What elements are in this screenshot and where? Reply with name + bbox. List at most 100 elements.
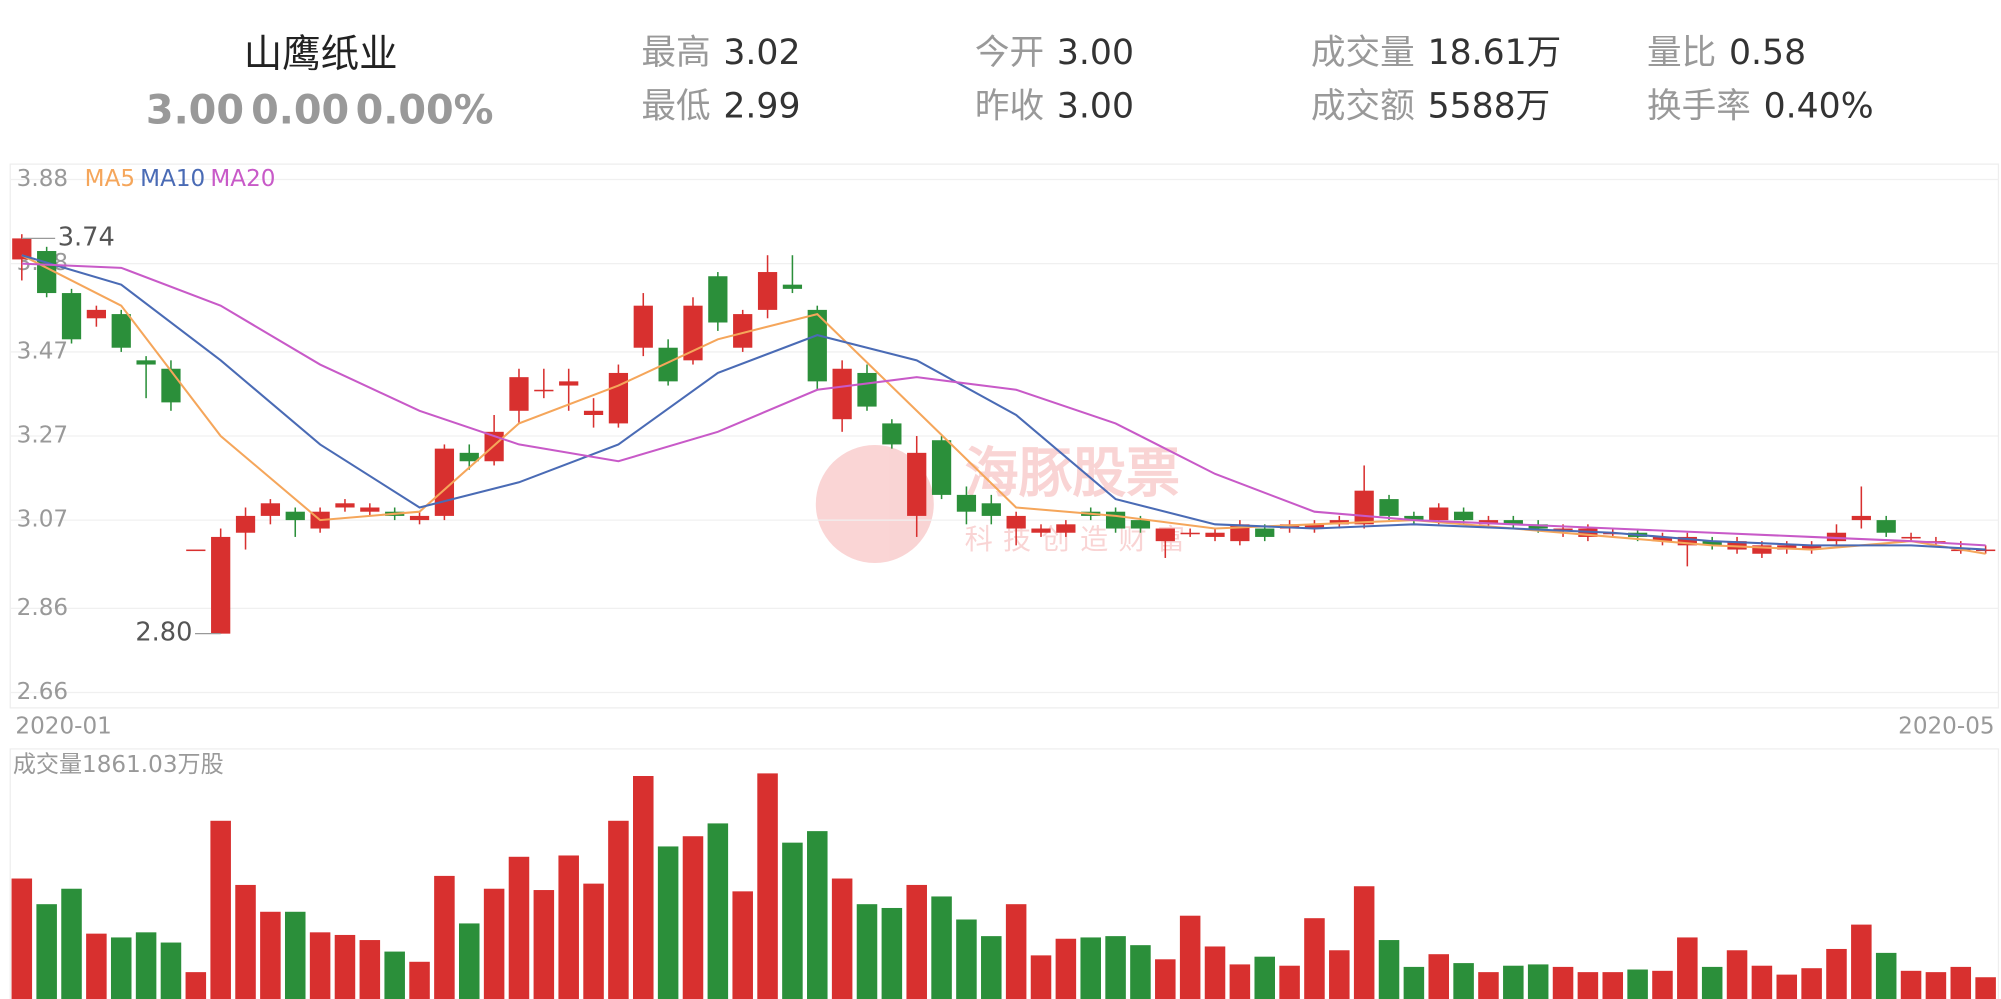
volume-bar (682, 836, 704, 999)
candle-body (61, 293, 82, 340)
volume-bar (61, 888, 82, 999)
volume-bar (359, 940, 381, 999)
volume-bar (1652, 970, 1673, 999)
candle-body (459, 452, 479, 462)
ma-line (21, 254, 1986, 555)
candle-body (956, 494, 977, 512)
candle-body (1379, 499, 1399, 516)
candle-body (1752, 545, 1772, 554)
volume-bar (1925, 972, 1947, 999)
candle-body (1304, 524, 1325, 529)
volume-bar (1503, 965, 1524, 999)
candle-body (1677, 536, 1697, 546)
volume-bar (1577, 972, 1599, 999)
candle-body (907, 452, 927, 516)
candle-body (509, 377, 529, 411)
volume-bar (1204, 946, 1226, 999)
volume-bar (906, 884, 927, 999)
volume-bar (1851, 924, 1872, 999)
candle-body (583, 410, 604, 415)
volume-bar (931, 896, 952, 999)
volume-bar (508, 856, 530, 999)
annotation-label: 3.74 (58, 222, 115, 252)
stat-label: 最高 (641, 33, 710, 73)
volume-bar (409, 961, 430, 999)
volume-bar (458, 923, 480, 999)
volume-bar (1254, 956, 1275, 999)
volume-bar (831, 878, 853, 999)
volume-bar (1602, 972, 1624, 999)
y-tick-label: 3.88 (17, 166, 68, 192)
stat-label: 量比 (1647, 33, 1716, 73)
candle-body (111, 314, 131, 348)
x-tick-label: 2020-05 (1898, 714, 1994, 740)
candle-body (1652, 536, 1673, 542)
candle-body (608, 372, 629, 424)
candle-body (1478, 520, 1499, 525)
volume-bar (1527, 964, 1549, 999)
y-tick-label: 2.66 (17, 679, 68, 705)
volume-bar (260, 911, 281, 999)
stat-label: 成交量 (1311, 33, 1415, 73)
candle-body (1130, 520, 1151, 529)
candle-body (534, 389, 554, 392)
volume-bar (981, 936, 1002, 999)
candle-body (1702, 541, 1722, 546)
stat-value: 0.58 (1729, 33, 1806, 73)
stat-value: 3.02 (723, 33, 800, 73)
volume-bar (1478, 972, 1499, 999)
volume-bar (1378, 940, 1400, 999)
candle-body (1503, 520, 1523, 525)
legend-entry: MA20 (210, 166, 275, 192)
candle-body (409, 515, 430, 521)
volume-bar (1030, 955, 1052, 999)
stat-label: 今开 (975, 33, 1044, 73)
candle-body (658, 347, 678, 382)
candle-body (335, 503, 355, 508)
x-tick-label: 2020-01 (15, 714, 111, 740)
volume-bar (1329, 950, 1350, 999)
volume-bar (807, 831, 828, 999)
volume-bar (334, 934, 356, 999)
candle-body (782, 284, 803, 289)
candle-body (161, 368, 181, 403)
volume-bar (384, 951, 405, 999)
volume-bar (1229, 964, 1251, 999)
candle-body (260, 503, 281, 516)
candle-body (807, 309, 827, 382)
volume-bar (135, 932, 157, 999)
volume-bar (210, 820, 231, 999)
volume-bar (1900, 970, 1922, 999)
stat-value: 2.99 (723, 87, 800, 127)
volume-bar (483, 888, 505, 999)
volume-bar (1403, 966, 1425, 999)
volume-bar (434, 875, 455, 999)
stat-label: 成交额 (1311, 87, 1415, 127)
volume-bar (732, 891, 753, 999)
candle-body (683, 305, 703, 361)
candle-body (360, 507, 380, 512)
stock-name: 山鹰纸业 (244, 32, 398, 77)
volume-bar (1179, 915, 1201, 999)
volume-bar (1875, 952, 1897, 999)
stat-label: 昨收 (975, 87, 1044, 127)
candle-body (857, 372, 877, 407)
y-tick-label: 2.86 (17, 595, 68, 621)
volume-bar (235, 884, 256, 999)
candle-body (1528, 524, 1548, 529)
candle-body (1976, 549, 1996, 552)
volume-bar (757, 773, 778, 999)
volume-bar (1552, 966, 1574, 999)
y-tick-label: 3.07 (17, 507, 68, 533)
candle-body (1727, 541, 1747, 550)
volume-title: 成交量1861.03万股 (13, 752, 224, 778)
legend-entry: MA5 (85, 166, 135, 192)
watermark: 海豚股票 科技创造财富 (815, 442, 1185, 563)
candle-body (211, 536, 231, 634)
stat-label: 换手率 (1647, 87, 1751, 127)
candle-body (1876, 520, 1896, 533)
volume-bar (1080, 937, 1101, 999)
candle-body (1578, 528, 1598, 537)
candle-body (186, 549, 206, 552)
